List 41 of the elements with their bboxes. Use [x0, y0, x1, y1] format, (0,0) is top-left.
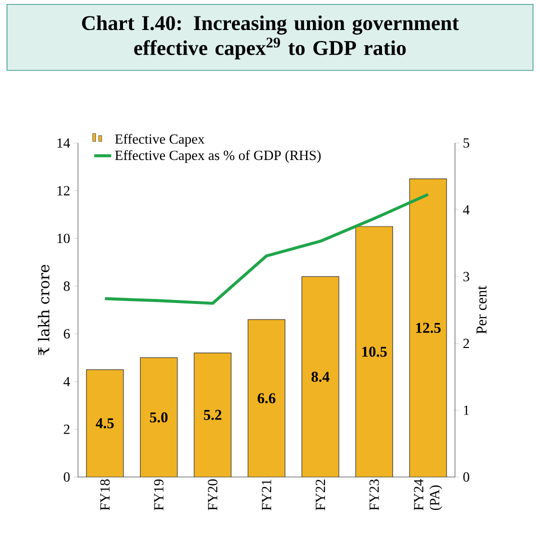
- bar: [409, 178, 447, 477]
- data-label: 4.5: [96, 418, 114, 428]
- y2-tick-label: 2: [463, 338, 469, 348]
- y-tick-label: 0: [64, 472, 70, 482]
- chart-title: Chart I.40: Increasing union government effective capex$^{29}$ to GDP ratio: [82, 15, 459, 60]
- y2-tick-label: 0: [463, 472, 470, 482]
- x-tick-label: FY19: [154, 479, 164, 510]
- y-tick-label: 4: [64, 376, 70, 386]
- bar: [302, 276, 340, 477]
- y-tick-label: 2: [64, 424, 70, 434]
- bar: [86, 369, 124, 477]
- x-tick-label: FY23: [370, 479, 379, 510]
- data-label: 5.2: [204, 410, 222, 420]
- line-series: [103, 192, 430, 305]
- legend-label: Effective Capex: [115, 134, 205, 147]
- y2-tick-label: 3: [463, 272, 470, 282]
- data-label: 6.6: [258, 393, 276, 404]
- bar: [355, 226, 394, 477]
- bar: [140, 357, 178, 477]
- y2-axis-title: Per cent: [476, 286, 487, 334]
- y-tick-label: 10: [58, 234, 70, 244]
- y-tick-label: 12: [58, 186, 70, 196]
- x-tick-label: FY20: [208, 479, 218, 510]
- data-label: 8.4: [312, 372, 330, 382]
- data-label: 5.0: [150, 412, 168, 422]
- x-tick-label: FY24 (PA): [414, 479, 442, 510]
- y-tick-label: 14: [58, 138, 70, 148]
- x-tick-label: FY22: [316, 480, 325, 510]
- y-tick-label: 6: [64, 329, 70, 339]
- data-label: 10.5: [362, 346, 387, 357]
- y2-tick-label: 5: [464, 138, 470, 148]
- y-axis-title: ₹ lakh crore: [38, 264, 50, 356]
- y-tick-label: 8: [64, 281, 70, 291]
- bar: [194, 352, 232, 477]
- bar: [248, 319, 286, 477]
- data-label: 12.5: [416, 322, 441, 333]
- y2-tick-label: 1: [464, 406, 469, 415]
- legend-label: Effective Capex as % of GDP (RHS): [115, 150, 321, 163]
- x-tick-label: FY21: [262, 480, 272, 510]
- x-tick-label: FY18: [100, 479, 110, 510]
- y2-tick-label: 4: [463, 205, 470, 214]
